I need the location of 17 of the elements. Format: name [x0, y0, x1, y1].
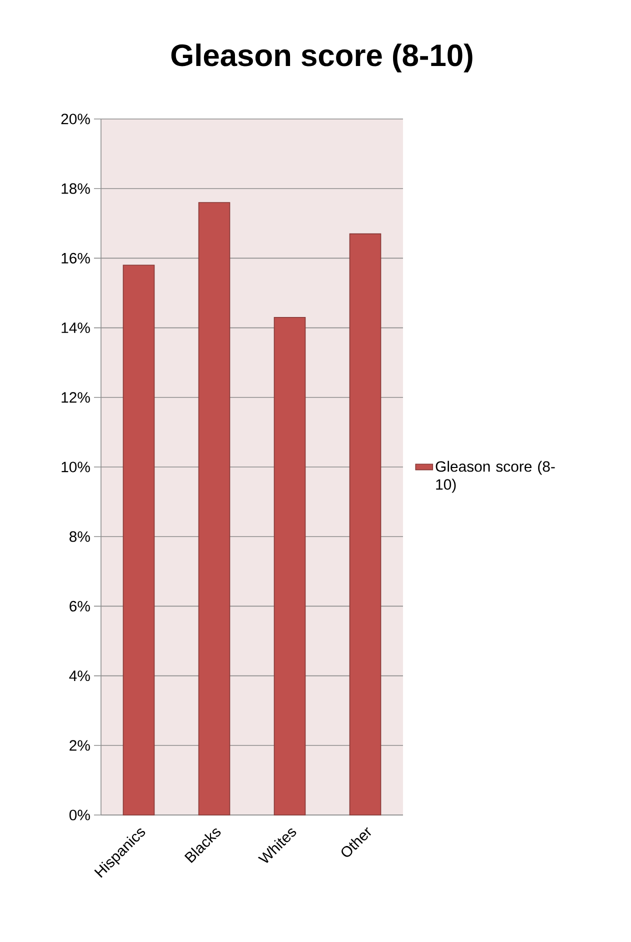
y-tick-label: 0%	[69, 810, 90, 820]
y-tick-label: 14%	[62, 322, 90, 334]
y-tick-label: 20%	[61, 114, 90, 124]
y-tick-label: 6%	[70, 600, 90, 612]
bar	[122, 264, 155, 816]
y-tick-label: 12%	[62, 392, 90, 403]
y-tick-label: 10%	[62, 462, 90, 472]
y-tick-label: 2%	[70, 740, 90, 751]
bar	[198, 202, 230, 816]
bar	[349, 233, 382, 816]
bar	[274, 316, 306, 816]
y-tick-label: 4%	[69, 670, 90, 682]
y-tick-label: 8%	[70, 531, 90, 542]
legend-label: Gleason score (8-10)	[436, 460, 555, 493]
chart-title: Gleason score (8-10)	[171, 44, 472, 72]
y-tick-label: 16%	[62, 252, 90, 264]
y-tick-label: 18%	[62, 183, 90, 194]
